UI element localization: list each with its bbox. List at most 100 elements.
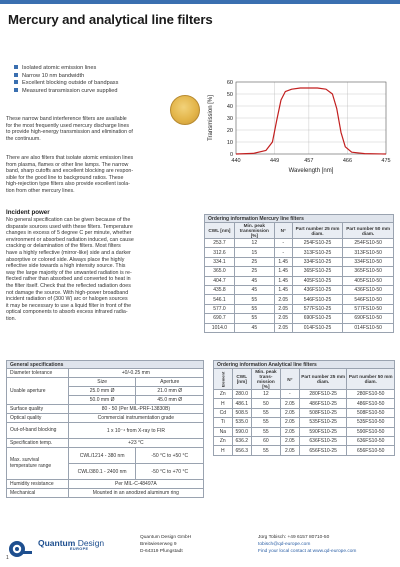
spec-row: Out-of-band blocking 1 x 10⁻⁴ from X-ray…: [6, 422, 205, 439]
table-cell: 656.3: [231, 445, 252, 456]
table-cell: 365FS10-50: [342, 266, 394, 277]
table-cell: Cd: [213, 407, 233, 419]
spec-value: 21.0 mm Ø: [135, 386, 204, 396]
spec-row: Surface quality 80 - 50 (Per MIL-PRF-138…: [6, 404, 205, 414]
table-caption-row: General specifications: [6, 360, 204, 369]
text-line: the filter itself. Check that the reflec…: [6, 282, 131, 289]
table-cell: H: [213, 445, 233, 456]
table-cell: 45: [233, 322, 275, 333]
table-row: 546.1 55 2.05 546FS10-25 546FS10-50: [204, 294, 394, 305]
table-row: Na 590.0 55 2.05 590FS10-25 590FS10-50: [213, 426, 395, 437]
spec-label: Surface quality: [6, 404, 69, 414]
table-cell: 280FS10-50: [346, 388, 395, 400]
table-cell: 2.05: [273, 313, 293, 324]
table-cell: 365FS10-25: [291, 266, 344, 277]
table-cell: 2.05: [279, 435, 300, 447]
text-line: No general specification can be given be…: [6, 217, 131, 223]
table-cell: 1.45: [273, 275, 293, 286]
text-line: have a highly reflective (mirror-like) s…: [6, 249, 131, 256]
table-cell: 546.1: [204, 294, 235, 305]
brand-name: Quantum Design: [38, 538, 104, 548]
spec-label: Max. survival temperature range: [6, 447, 69, 480]
spec-value: 25.0 mm Ø: [67, 386, 137, 396]
bullet-square-icon: [14, 65, 18, 69]
table-cell: 405FS10-25: [291, 275, 344, 286]
y-tick-label: 20: [227, 128, 233, 134]
address-line: D-64319 Pfungstadt: [140, 548, 183, 554]
column-header: Part number 25 mm diam.: [298, 368, 348, 390]
chart-grid: [235, 81, 387, 155]
table-cell: 486FS10-50: [346, 398, 395, 409]
text-line: These narrow band interference filters a…: [6, 116, 127, 122]
table-cell: 55: [233, 313, 275, 324]
table-cell: 2.05: [279, 398, 300, 409]
table-cell: 12: [233, 237, 275, 249]
table-row: 312.6 15-313FS10-25 313FS10-50: [204, 247, 394, 258]
table-cell: 334FS10-25: [291, 256, 344, 268]
x-tick-label: 449: [270, 158, 279, 164]
spec-row: Specification temp. +23 °C: [6, 438, 205, 448]
table-cell: 508FS10-25: [298, 407, 348, 419]
table-row: Zn 280.0 12-280FS10-25 280FS10-50: [213, 388, 395, 400]
local-contact-link[interactable]: Find your local contact at www.qd-europe…: [258, 548, 357, 554]
brand-name-part: Quantum: [38, 538, 76, 548]
analytical-paragraph: There are also filters that isolate atom…: [6, 155, 133, 195]
chart-series: [235, 87, 387, 155]
table-cell: -: [273, 247, 293, 258]
spec-row: Usable aperture Size Aperture: [6, 377, 204, 405]
y-tick-label: 0: [230, 152, 233, 158]
feature-item: Measured transmission curve supplied: [14, 87, 118, 96]
spec-value: 45.0 mm Ø: [135, 395, 204, 405]
spec-value: +0/-0.25 mm: [67, 368, 205, 378]
table-cell: 508FS10-50: [346, 407, 395, 419]
table-cell: Zn: [213, 388, 233, 400]
contact-email-link[interactable]: tobisch@qd-europe.com: [258, 541, 311, 547]
column-header: Min. peak transmission [%]: [233, 222, 275, 239]
table-cell: 590.0: [231, 426, 252, 437]
table-cell: 535FS10-25: [298, 417, 348, 428]
text-line: from plasma, flames or other line lamps.…: [6, 161, 129, 168]
spec-value: 80 - 50 (Per MIL-PRF-13830B): [67, 404, 205, 414]
table-row: Zn 636.2 60 2.05 636FS10-25 636FS10-50: [213, 435, 395, 447]
column-header: Part number 50 mm diam.: [342, 222, 394, 239]
table-cell: 254FS10-50: [342, 237, 394, 249]
table-cell: 404.7: [204, 275, 235, 286]
table-cell: 1.45: [273, 284, 293, 296]
text-line: cracking or delamination of the filters.…: [6, 243, 121, 250]
y-tick-label: 60: [227, 80, 233, 86]
column-header: CWL [nm]: [231, 368, 252, 390]
feature-item: Isolated atomic emission lines: [14, 65, 118, 73]
spec-row: Optical quality Commercial instrumentati…: [6, 413, 205, 423]
page-number: 1: [6, 555, 9, 561]
text-line: not damage the source. With high-power b…: [6, 289, 129, 296]
table-row: H 486.1 50 2.05 486FS10-25 486FS10-50: [213, 398, 395, 409]
table-cell: 405FS10-50: [342, 275, 394, 286]
table-cell: 508.5: [231, 407, 252, 419]
spec-label: Optical quality: [6, 413, 69, 423]
table-cell: 636FS10-50: [346, 435, 395, 447]
transmission-curve: [235, 87, 387, 155]
filter-photo: [170, 95, 200, 125]
table-cell: 656FS10-25: [298, 445, 348, 456]
text-line: it may be necessary to use a liquid filt…: [6, 302, 132, 309]
text-line: changes in excess of 5 degree C per minu…: [6, 230, 132, 237]
spec-row: Diameter tolerance +0/-0.25 mm: [6, 368, 205, 378]
spec-value: 50.0 mm Ø: [67, 395, 137, 405]
y-axis-label: Transmission [%]: [208, 95, 214, 141]
column-header: Min. peak trans-mission [%]: [250, 368, 281, 390]
feature-item: Narrow 10 nm bandwidth: [14, 72, 118, 81]
text-line: tion from other mercury lines.: [6, 187, 75, 194]
spec-value: -50 °C to +70 °C: [135, 463, 204, 480]
table-cell: 486.1: [231, 398, 252, 409]
table-cell: 690FS10-25: [291, 313, 344, 324]
table-cell: 014FS10-50: [342, 322, 394, 333]
spec-value: Mounted in an anodized aluminum ring: [67, 488, 205, 498]
x-tick-label: 475: [381, 158, 390, 164]
y-tick-label: 40: [227, 104, 233, 110]
table-cell: 55: [250, 407, 281, 419]
table-cell: 55: [250, 445, 281, 456]
y-tick-label: 30: [227, 116, 233, 122]
column-header: Element: [213, 368, 233, 390]
column-header: Part number 25 mm diam.: [291, 222, 344, 239]
plot-frame: [235, 81, 387, 155]
